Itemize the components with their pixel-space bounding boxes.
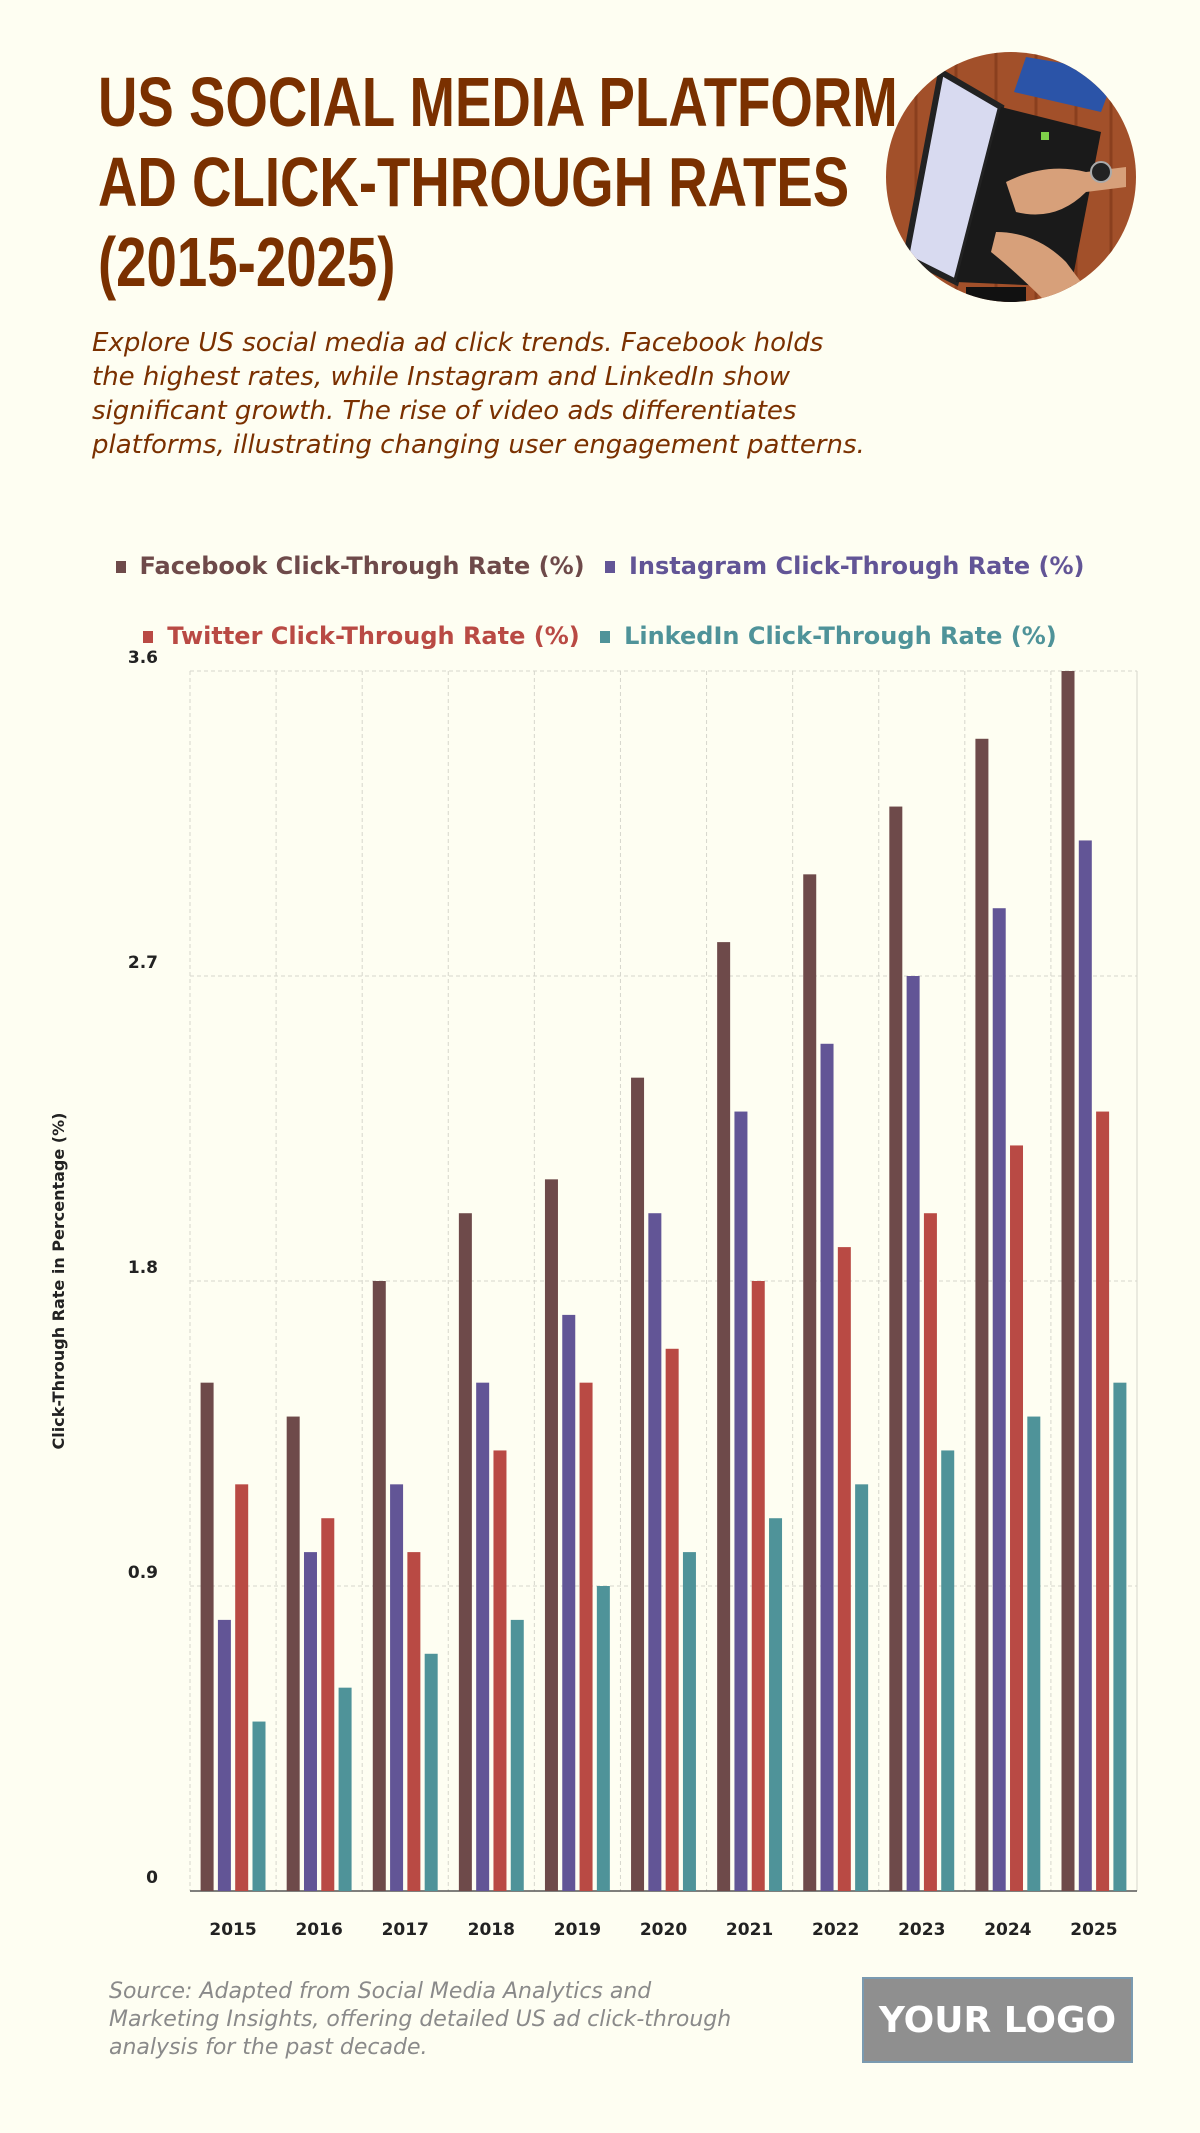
bar-facebook-2016 (286, 1416, 300, 1891)
bar-twitter-2025 (1096, 1111, 1110, 1891)
x-tick-label: 2025 (1070, 1920, 1117, 1940)
bar-twitter-2023 (923, 1213, 937, 1891)
legend-swatch (115, 561, 126, 573)
bar-facebook-2017 (372, 1281, 386, 1891)
bar-instagram-2020 (648, 1213, 662, 1891)
bar-linkedin-2017 (424, 1653, 438, 1891)
x-tick-label: 2024 (984, 1920, 1031, 1940)
bar-twitter-2016 (321, 1518, 335, 1891)
legend-label: Facebook Click-Through Rate (%) (139, 552, 585, 580)
bar-instagram-2023 (906, 976, 920, 1891)
legend-label: LinkedIn Click-Through Rate (%) (624, 622, 1057, 650)
bar-twitter-2019 (579, 1382, 593, 1891)
bar-instagram-2022 (820, 1043, 834, 1891)
source-note: Source: Adapted from Social Media Analyt… (109, 1979, 732, 2060)
bar-facebook-2018 (458, 1213, 472, 1891)
bar-instagram-2025 (1078, 840, 1092, 1891)
bar-twitter-2015 (235, 1484, 249, 1891)
title-line: (2015-2025) (98, 223, 396, 301)
legend-row: Twitter Click-Through Rate (%) LinkedIn … (0, 622, 1200, 650)
bar-twitter-2024 (1010, 1145, 1024, 1891)
bar-linkedin-2023 (941, 1450, 955, 1891)
bar-facebook-2019 (544, 1179, 558, 1891)
bar-facebook-2015 (200, 1382, 214, 1891)
bar-instagram-2019 (562, 1314, 576, 1891)
bar-facebook-2020 (631, 1077, 645, 1891)
x-tick-label: 2023 (898, 1920, 945, 1940)
y-axis-label: Click-Through Rate in Percentage (%) (49, 1113, 68, 1450)
bar-linkedin-2024 (1027, 1416, 1041, 1891)
bar-chart: 0 0.9 1.8 2.7 3.6 2015 2016 2017 2018 2019 2020 202… (49, 648, 1138, 1940)
page-title: US SOCIAL MEDIA PLATFORM AD CLICK-THROUG… (98, 62, 898, 302)
x-tick-label: 2021 (726, 1920, 773, 1940)
bar-facebook-2025 (1061, 671, 1075, 1891)
bar-twitter-2021 (751, 1281, 765, 1891)
y-tick-label: 3.6 (128, 648, 158, 668)
y-tick-label: 0 (146, 1868, 158, 1888)
legend-label: Twitter Click-Through Rate (%) (167, 622, 580, 650)
legend-item-facebook[interactable]: Facebook Click-Through Rate (%) (115, 552, 585, 580)
x-tick-label: 2019 (554, 1920, 601, 1940)
legend-swatch (143, 631, 154, 643)
bar-facebook-2022 (803, 874, 817, 1891)
bar-facebook-2024 (975, 738, 989, 1891)
bar-linkedin-2019 (596, 1586, 610, 1891)
logo-placeholder: YOUR LOGO (862, 1977, 1133, 2063)
legend-label: Instagram Click-Through Rate (%) (628, 552, 1085, 580)
x-tick-label: 2017 (382, 1920, 429, 1940)
y-tick-label: 2.7 (128, 953, 158, 973)
bar-twitter-2018 (493, 1450, 507, 1891)
title-line: AD CLICK-THROUGH RATES (98, 143, 850, 221)
bar-linkedin-2022 (855, 1484, 869, 1891)
title-line: US SOCIAL MEDIA PLATFORM (98, 63, 898, 141)
bar-linkedin-2015 (252, 1721, 266, 1891)
bar-linkedin-2021 (769, 1518, 783, 1891)
x-tick-label: 2020 (640, 1920, 687, 1940)
legend-item-linkedin[interactable]: LinkedIn Click-Through Rate (%) (600, 622, 1057, 650)
bar-instagram-2021 (734, 1111, 748, 1891)
bar-instagram-2017 (390, 1484, 404, 1891)
subtitle: Explore US social media ad click trends.… (92, 328, 865, 460)
x-tick-label: 2018 (468, 1920, 515, 1940)
bar-facebook-2023 (889, 806, 903, 1891)
bar-twitter-2022 (837, 1247, 851, 1891)
y-tick-label: 0.9 (128, 1563, 158, 1583)
legend-swatch (604, 561, 615, 573)
bar-instagram-2015 (217, 1619, 231, 1891)
bar-instagram-2016 (303, 1552, 317, 1891)
bar-instagram-2018 (476, 1382, 490, 1891)
x-tick-label: 2016 (295, 1920, 342, 1940)
bar-linkedin-2020 (682, 1552, 696, 1891)
bar-facebook-2021 (717, 942, 731, 1891)
x-tick-label: 2015 (209, 1920, 256, 1940)
legend-row: Facebook Click-Through Rate (%) Instagra… (0, 552, 1200, 580)
legend-item-instagram[interactable]: Instagram Click-Through Rate (%) (604, 552, 1085, 580)
bar-twitter-2020 (665, 1348, 679, 1891)
y-tick-label: 1.8 (128, 1258, 158, 1278)
legend-item-twitter[interactable]: Twitter Click-Through Rate (%) (143, 622, 580, 650)
bar-linkedin-2016 (338, 1687, 352, 1891)
legend-swatch (600, 631, 611, 643)
bar-twitter-2017 (407, 1552, 421, 1891)
x-tick-label: 2022 (812, 1920, 859, 1940)
laptop-typing-photo (886, 52, 1136, 302)
bar-linkedin-2025 (1113, 1382, 1127, 1891)
bar-linkedin-2018 (510, 1619, 524, 1891)
bar-instagram-2024 (992, 908, 1006, 1891)
